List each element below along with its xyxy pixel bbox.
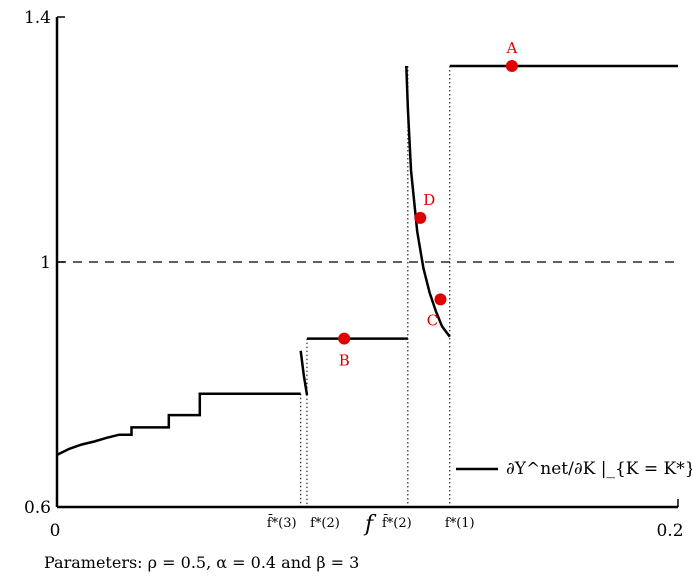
data-point-A [505, 60, 518, 72]
y-tick-label: 1.4 [24, 8, 51, 28]
caption: Parameters: ρ = 0.5, α = 0.4 and β = 3 [44, 553, 360, 572]
series-line-drop-1 [405, 65, 451, 338]
data-point-C [434, 293, 447, 306]
axes: 0.6 1 1.4 0 0.2 [24, 8, 684, 541]
series-line-region-3 [56, 392, 301, 457]
series-group [56, 64, 678, 457]
cut-label: f̄*(3) [267, 514, 297, 531]
x-tick-label: 0.2 [656, 521, 683, 541]
data-point-B [338, 332, 351, 345]
data-point-label: D [423, 191, 435, 209]
x-tick-label: 0 [50, 521, 61, 541]
data-point-label: B [339, 352, 350, 370]
legend: ∂Y^net/∂K |_{K = K*} [456, 459, 692, 479]
x-axis-title: f [363, 512, 377, 537]
points-group: A B C D [338, 39, 518, 370]
cut-label: f*(2) [310, 516, 340, 531]
cut-label: f̄*(2) [382, 514, 412, 531]
y-tick-label: 1 [40, 253, 51, 273]
data-point-D [414, 211, 427, 224]
data-point-label: A [505, 39, 517, 57]
cut-label: f*(1) [445, 516, 475, 531]
series-line-drop-3 [299, 350, 309, 396]
vertical-cut-lines: f̄*(3) f*(2) f̄*(2) f*(1) [267, 66, 475, 531]
y-tick-label: 0.6 [24, 498, 51, 518]
legend-label: ∂Y^net/∂K |_{K = K*} [506, 459, 692, 479]
data-point-label: C [427, 311, 438, 329]
